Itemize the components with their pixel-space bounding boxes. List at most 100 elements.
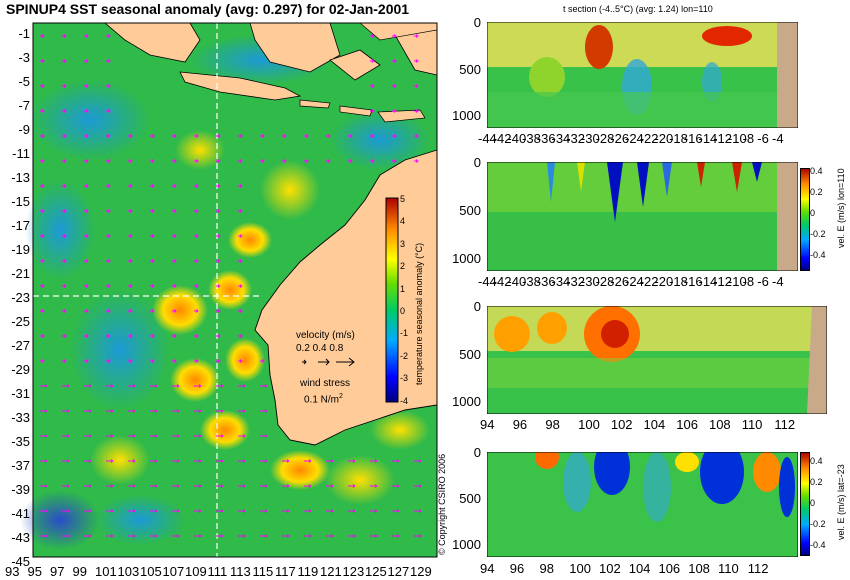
wind-arrow bbox=[414, 459, 422, 463]
wind-arrow bbox=[150, 409, 158, 413]
panel-xtick-label: -30 bbox=[580, 131, 600, 146]
wind-arrow bbox=[216, 209, 221, 213]
wind-arrow bbox=[106, 384, 114, 388]
sst-map[interactable] bbox=[0, 0, 440, 580]
wind-arrow bbox=[238, 484, 246, 488]
wind-arrow bbox=[260, 384, 268, 388]
wind-arrow bbox=[216, 484, 224, 488]
wind-arrow bbox=[194, 509, 202, 513]
wind-arrow bbox=[216, 234, 221, 238]
panel-xtick-label: -24 bbox=[625, 274, 644, 289]
panel-ytick-label: 0 bbox=[473, 445, 481, 460]
panel-colorbar-tick: 0.4 bbox=[810, 166, 823, 176]
wind-arrow bbox=[84, 34, 89, 38]
wind-stress-arrows bbox=[40, 34, 422, 538]
wind-arrow bbox=[62, 159, 67, 163]
wind-arrow bbox=[304, 134, 309, 138]
wind-arrow bbox=[150, 284, 155, 288]
map-lat-label: -3 bbox=[18, 50, 30, 65]
map-lat-label: -35 bbox=[11, 434, 30, 449]
panel-xtick-label: -32 bbox=[566, 131, 585, 146]
wind-arrow bbox=[238, 259, 243, 263]
wind-arrow bbox=[392, 134, 397, 138]
map-colorbar-tick: 5 bbox=[400, 194, 406, 204]
wind-arrow bbox=[216, 434, 224, 438]
wind-arrow bbox=[282, 509, 290, 513]
wind-arrow bbox=[128, 409, 136, 413]
map-colorbar-label: temperature seasonal anomaly (°C) bbox=[414, 242, 424, 385]
wind-arrow bbox=[194, 459, 202, 463]
wind-arrow bbox=[62, 234, 67, 238]
wind-arrow bbox=[414, 84, 419, 88]
map-lat-label: -5 bbox=[18, 74, 30, 89]
wind-arrow bbox=[216, 159, 221, 163]
wind-arrow bbox=[370, 109, 375, 113]
panel-xtick-label: 106 bbox=[658, 561, 681, 576]
wind-arrow bbox=[84, 534, 92, 538]
wind-arrow bbox=[282, 459, 290, 463]
panel-xtick-label: -42 bbox=[492, 274, 512, 289]
wind-arrow bbox=[128, 484, 136, 488]
wind-arrow bbox=[392, 159, 397, 163]
wind-arrow bbox=[348, 459, 356, 463]
panel-colorbar-tick: 0.2 bbox=[810, 187, 823, 197]
panel-xtick-label: -26 bbox=[610, 274, 630, 289]
wind-arrow bbox=[40, 334, 45, 338]
panel-xtick-label: -4 bbox=[772, 131, 784, 146]
wind-arrow bbox=[260, 459, 268, 463]
wind-arrow bbox=[370, 59, 375, 63]
wind-arrow bbox=[40, 159, 45, 163]
wind-arrow bbox=[370, 459, 378, 463]
panel2-section[interactable] bbox=[487, 162, 798, 271]
panel-xtick-label: -28 bbox=[595, 131, 615, 146]
panel-ytick-label: 0 bbox=[473, 299, 481, 314]
wind-arrow bbox=[194, 534, 202, 538]
wind-arrow bbox=[128, 509, 136, 513]
wind-arrow bbox=[194, 284, 199, 288]
wind-arrow bbox=[84, 484, 92, 488]
panel4-section[interactable] bbox=[487, 452, 798, 557]
wind-arrow bbox=[392, 534, 400, 538]
wind-arrow bbox=[106, 484, 114, 488]
panel3-section[interactable] bbox=[487, 306, 827, 414]
panel-xtick-label: -28 bbox=[595, 274, 615, 289]
wind-arrow bbox=[216, 259, 221, 263]
wind-arrow bbox=[106, 209, 111, 213]
wind-arrow bbox=[348, 484, 356, 488]
wind-arrow bbox=[260, 134, 265, 138]
panel-xtick-label: 108 bbox=[688, 561, 710, 576]
wind-arrow bbox=[106, 159, 111, 163]
wind-arrow bbox=[304, 534, 312, 538]
map-lon-label: 101 bbox=[95, 564, 117, 579]
wind-arrow bbox=[238, 134, 243, 138]
wind-arrow bbox=[370, 509, 378, 513]
wind-arrow bbox=[370, 159, 375, 163]
wind-arrow bbox=[40, 359, 45, 363]
wind-arrow bbox=[172, 509, 180, 513]
panel-xtick-label: -20 bbox=[654, 131, 674, 146]
wind-arrow bbox=[84, 84, 89, 88]
wind-arrow bbox=[392, 109, 397, 113]
panel1-section[interactable] bbox=[487, 22, 798, 128]
map-lon-label: 113 bbox=[230, 564, 251, 579]
wind-arrow bbox=[40, 209, 45, 213]
wind-arrow bbox=[260, 434, 268, 438]
map-lon-label: 121 bbox=[320, 564, 342, 579]
panel-ytick-label: 1000 bbox=[452, 394, 481, 410]
map-lat-label: -7 bbox=[18, 98, 30, 113]
panel-xtick-label: 104 bbox=[643, 417, 666, 432]
panel2-colorbar bbox=[800, 168, 810, 271]
wind-arrow bbox=[128, 159, 133, 163]
panel-xtick-label: -36 bbox=[536, 131, 556, 146]
wind-arrow bbox=[370, 484, 378, 488]
wind-arrow bbox=[282, 134, 287, 138]
panel-colorbar-tick: 0.4 bbox=[810, 456, 823, 466]
wind-arrow bbox=[238, 534, 246, 538]
wind-arrow bbox=[128, 384, 136, 388]
panel-ytick-label: 1000 bbox=[452, 537, 481, 553]
wind-arrow bbox=[370, 134, 375, 138]
panel-colorbar-tick: -0.4 bbox=[810, 250, 826, 260]
map-lat-label: -41 bbox=[11, 506, 30, 521]
wind-legend-title: wind stress bbox=[300, 378, 351, 389]
wind-arrow bbox=[62, 409, 70, 413]
